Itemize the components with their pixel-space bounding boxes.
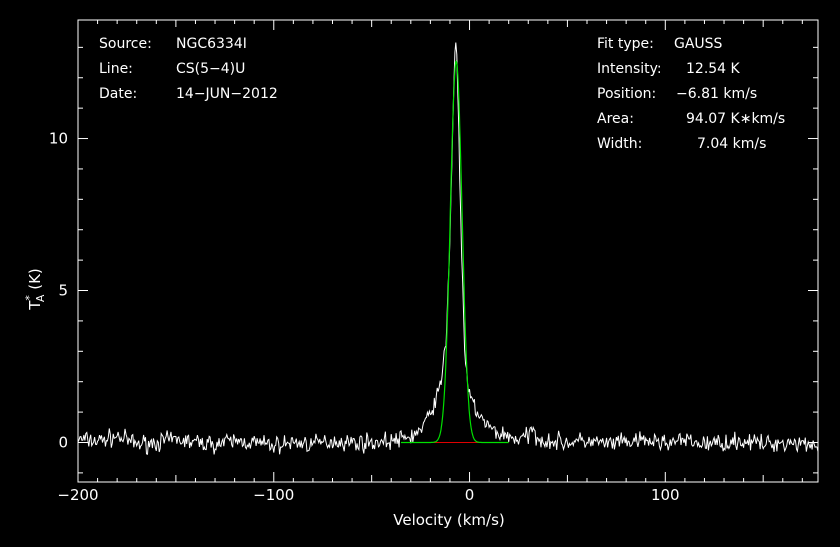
y-axis-ticks bbox=[78, 46, 818, 474]
y-axis-label: T*A (K) bbox=[23, 268, 47, 311]
y-axis-label-main: T bbox=[26, 300, 44, 311]
gaussian-fit-line bbox=[401, 59, 509, 444]
svg-text:T*A (K): T*A (K) bbox=[23, 268, 47, 311]
info-width-label: Width: bbox=[597, 136, 643, 152]
info-position-label: Position: bbox=[597, 86, 657, 102]
x-axis-tick-labels: −200 −100 0 100 bbox=[57, 486, 679, 504]
info-intensity-value: 12.54 K bbox=[686, 61, 740, 77]
x-tick-label: −100 bbox=[253, 486, 294, 504]
info-line-label: Line: bbox=[99, 61, 133, 77]
y-tick-label: 10 bbox=[49, 130, 68, 148]
y-tick-label: 5 bbox=[58, 282, 68, 300]
plot-series bbox=[77, 42, 819, 455]
info-date-value: 14−JUN−2012 bbox=[176, 86, 278, 102]
x-tick-label: −200 bbox=[57, 486, 98, 504]
info-fit-type-label: Fit type: bbox=[597, 36, 654, 52]
x-axis-label: Velocity (km/s) bbox=[393, 511, 504, 529]
y-axis-label-sub: A bbox=[34, 294, 47, 302]
y-axis-label-sup: * bbox=[23, 295, 36, 301]
info-fit-type-value: GAUSS bbox=[674, 36, 723, 52]
x-tick-label: 100 bbox=[651, 486, 680, 504]
info-area-value: 94.07 K∗km/s bbox=[686, 111, 786, 127]
x-axis-ticks bbox=[77, 20, 803, 482]
info-width-value: 7.04 km/s bbox=[697, 136, 767, 152]
y-tick-label: 0 bbox=[58, 433, 68, 451]
info-line-value: CS(5−4)U bbox=[176, 61, 246, 77]
plot-border bbox=[77, 19, 819, 483]
info-area-label: Area: bbox=[597, 111, 634, 127]
y-axis-tick-labels: 0 5 10 bbox=[49, 130, 68, 452]
plot-frame bbox=[77, 19, 819, 483]
x-tick-label: 0 bbox=[465, 486, 475, 504]
info-source-label: Source: bbox=[99, 36, 152, 52]
info-position-value: −6.81 km/s bbox=[676, 86, 758, 102]
info-intensity-label: Intensity: bbox=[597, 61, 662, 77]
y-axis-label-unit: (K) bbox=[26, 268, 44, 294]
info-source-value: NGC6334I bbox=[176, 36, 247, 52]
info-date-label: Date: bbox=[99, 86, 138, 102]
